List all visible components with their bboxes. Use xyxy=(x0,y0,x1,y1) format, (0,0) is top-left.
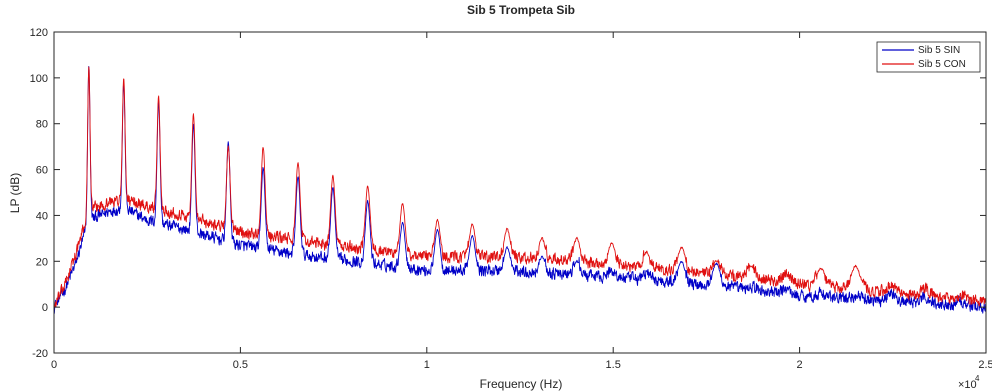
x-tick-label: 0 xyxy=(51,359,57,371)
x-tick-label: 0.5 xyxy=(233,359,248,371)
y-tick-label: 40 xyxy=(36,210,48,222)
x-tick-label: 2 xyxy=(797,359,803,371)
legend-label-sin: Sib 5 SIN xyxy=(918,45,960,56)
series-layer xyxy=(53,66,987,314)
y-tick-label: 80 xyxy=(36,119,48,131)
x-tick-label: 1 xyxy=(424,359,430,371)
y-tick-label: 100 xyxy=(30,73,48,85)
series-line-sin xyxy=(53,66,987,314)
x-axis-multiplier: ×10 4 xyxy=(958,374,980,391)
y-tick-label: 60 xyxy=(36,165,48,177)
y-tick-label: -20 xyxy=(32,348,48,360)
x-tick-label: 2.5 xyxy=(978,359,992,371)
legend-box xyxy=(876,41,981,73)
y-tick-label: 20 xyxy=(36,256,48,268)
x-axis-label: Frequency (Hz) xyxy=(480,377,563,391)
y-axis-label: LP (dB) xyxy=(8,173,22,213)
plot-frame xyxy=(53,31,987,354)
series-line-con xyxy=(53,66,987,310)
y-tick-label: 120 xyxy=(30,27,48,39)
legend-label-con: Sib 5 CON xyxy=(918,59,966,70)
legend: Sib 5 SIN Sib 5 CON xyxy=(876,41,981,73)
y-tick-label: 0 xyxy=(42,302,48,314)
x-tick-label: 1.5 xyxy=(606,359,621,371)
plot-area xyxy=(54,32,986,353)
x-multiplier-base: ×10 xyxy=(958,379,977,391)
chart-title: Sib 5 Trompeta Sib xyxy=(467,3,575,17)
x-multiplier-exponent: 4 xyxy=(975,374,980,383)
